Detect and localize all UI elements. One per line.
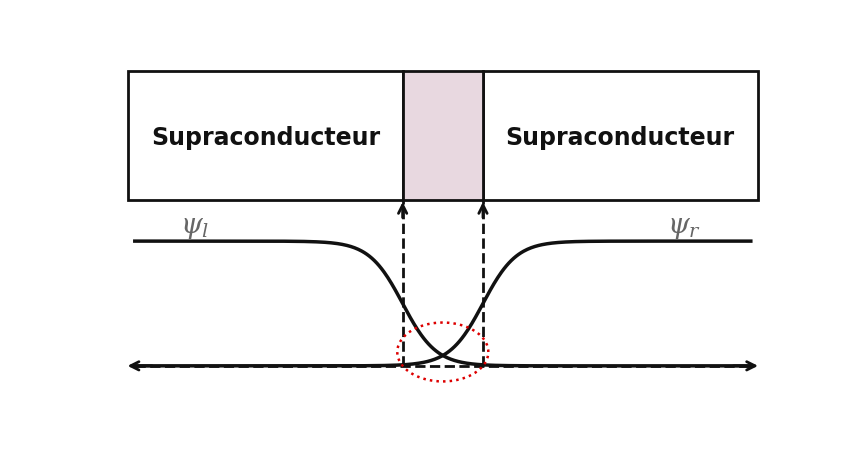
Text: Supraconducteur: Supraconducteur	[505, 126, 734, 150]
Bar	[483, 71, 758, 199]
Text: $\psi_l$: $\psi_l$	[181, 213, 210, 241]
Bar	[128, 71, 403, 199]
Bar	[403, 71, 483, 199]
Text: $\psi_r$: $\psi_r$	[667, 213, 701, 241]
Text: Supraconducteur: Supraconducteur	[151, 126, 380, 150]
